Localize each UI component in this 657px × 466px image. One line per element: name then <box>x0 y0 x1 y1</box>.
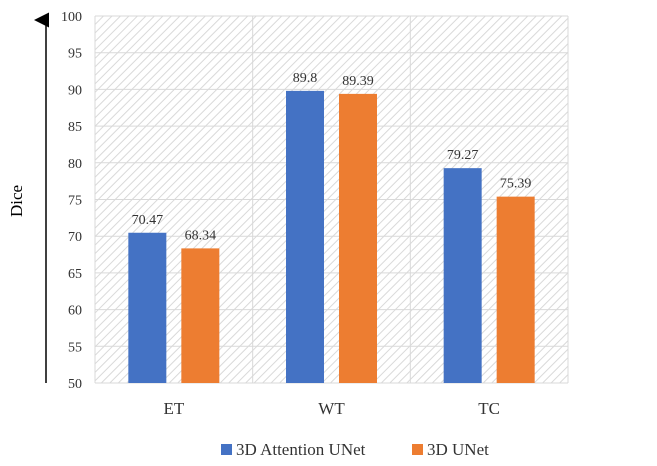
legend-swatch-unet <box>412 444 423 455</box>
category-label: WT <box>318 399 345 418</box>
data-label: 89.39 <box>342 74 374 89</box>
legend: 3D Attention UNet 3D UNet <box>221 440 489 459</box>
y-tick-label: 80 <box>68 157 82 172</box>
data-label: 68.34 <box>185 228 217 243</box>
category-labels: ET WT TC <box>163 399 500 418</box>
y-tick-label: 70 <box>68 230 82 245</box>
data-label: 89.8 <box>293 71 318 86</box>
category-label: ET <box>163 399 184 418</box>
legend-label-attention-unet: 3D Attention UNet <box>236 440 366 459</box>
data-label: 79.27 <box>447 148 479 163</box>
data-label: 70.47 <box>132 213 164 228</box>
y-tick-label: 100 <box>61 10 82 25</box>
bar <box>181 248 220 383</box>
y-tick-label: 90 <box>68 83 82 98</box>
legend-swatch-attention-unet <box>221 444 232 455</box>
y-tick-label: 55 <box>68 340 82 355</box>
bar <box>443 168 482 383</box>
bar <box>339 93 377 383</box>
y-axis-ticks: 50 55 60 65 70 75 80 85 90 95 100 <box>61 10 82 392</box>
y-tick-label: 60 <box>68 304 82 319</box>
y-tick-label: 95 <box>68 47 82 62</box>
bar <box>286 90 324 384</box>
legend-label-unet: 3D UNet <box>427 440 489 459</box>
y-tick-label: 65 <box>68 267 82 282</box>
y-tick-label: 50 <box>68 377 82 392</box>
data-label: 75.39 <box>500 177 532 192</box>
y-tick-label: 85 <box>68 120 82 135</box>
bars <box>128 90 535 384</box>
category-label: TC <box>478 399 500 418</box>
y-axis-label: Dice <box>7 185 26 217</box>
value-labels: 70.47 68.34 89.8 89.39 79.27 75.39 <box>132 71 532 244</box>
bar <box>496 196 535 383</box>
gridlines <box>94 15 569 384</box>
y-tick-label: 75 <box>68 194 82 209</box>
bar <box>128 232 167 383</box>
